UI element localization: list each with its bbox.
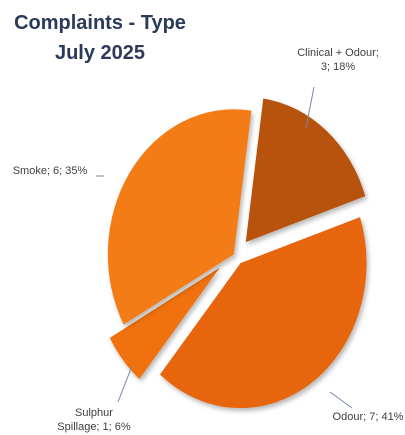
data-label-line: Spillage; 1; 6% [57, 421, 131, 433]
chart-title-line1: Complaints - Type [14, 12, 186, 34]
leader-lines [96, 86, 353, 409]
chart-title-line2: July 2025 [54, 42, 146, 64]
pie-slice-odour [159, 217, 367, 409]
data-label-line: Clinical + Odour; [297, 47, 379, 59]
leader-line [305, 86, 315, 129]
chart-title: Complaints - Type July 2025 [0, 8, 200, 68]
data-label-line: Smoke; 6; 35% [13, 165, 88, 177]
leader-line [117, 365, 133, 403]
pie-slice-clinical-odour [245, 98, 366, 243]
data-label: Odour; 7; 41% [333, 411, 404, 423]
pie-slice-smoke [107, 109, 252, 325]
pie-slice-sulphur-spillage [109, 267, 220, 379]
data-label-line: 3; 18% [321, 61, 355, 73]
data-label: Clinical + Odour; 3; 18% [297, 47, 379, 73]
data-label-line: Sulphur [75, 407, 113, 419]
pie-slices [107, 98, 367, 409]
data-label: Sulphur Spillage; 1; 6% [57, 407, 131, 433]
data-labels: Clinical + Odour; 3; 18% Odour; 7; 41% Sulp… [13, 47, 404, 433]
data-label: Smoke; 6; 35% [13, 165, 88, 177]
leader-line [329, 391, 353, 409]
data-label-line: Odour; 7; 41% [333, 411, 404, 423]
